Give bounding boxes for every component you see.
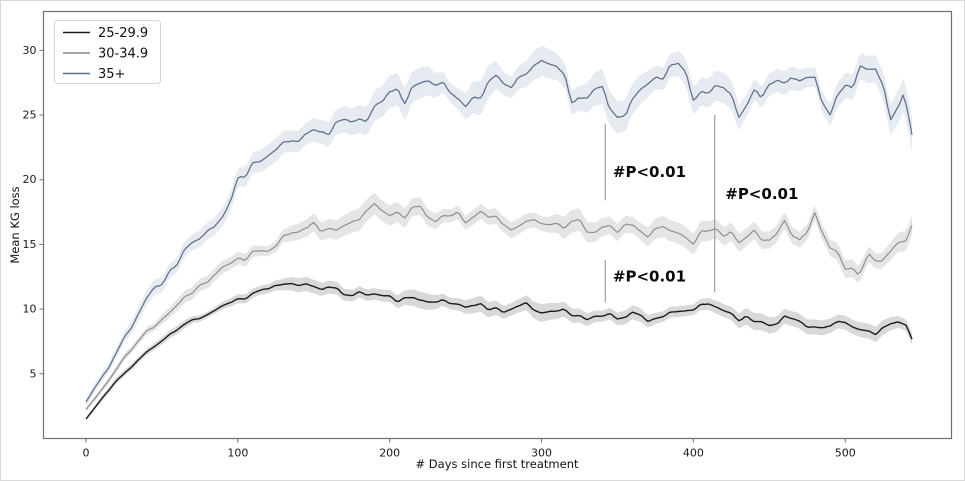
x-tick-label: 200 [379,447,400,460]
axes-box [42,10,953,440]
x-tick-label: 400 [683,447,704,460]
significance-label: #P<0.01 [613,163,686,181]
legend-label: 35+ [98,67,125,82]
series-line-25-29.9 [85,282,913,420]
y-tick-label: 25 [23,109,37,122]
significance-label: #P<0.01 [725,185,798,203]
x-tick-label: 100 [227,447,248,460]
legend-box [54,20,161,84]
x-tick-label: 500 [835,447,856,460]
legend-item-25-29.9: 25-29.9 [63,26,148,41]
x-axis-label: # Days since first treatment [415,457,579,471]
y-axis-label: Mean KG loss [8,186,22,264]
series-line-30-34.9 [85,202,913,410]
y-tick-label: 30 [23,44,37,57]
legend-label: 25-29.9 [98,26,148,41]
x-tick-label: 0 [83,447,90,460]
legend-item-35+: 35+ [63,67,125,82]
series-band-35+ [86,45,912,406]
significance-label: #P<0.01 [613,267,686,285]
legend-label: 30-34.9 [98,47,148,62]
legend: 25-29.9 30-34.9 35+ [54,20,161,84]
series-line-35+ [85,59,913,403]
y-tick-label: 5 [30,367,37,380]
x-tick-label: 300 [531,447,552,460]
y-tick-label: 10 [23,303,37,316]
series-band-25-29.9 [86,276,912,421]
y-tick-label: 15 [23,238,37,251]
y-tick-label: 20 [23,173,37,186]
legend-item-30-34.9: 30-34.9 [63,47,148,62]
